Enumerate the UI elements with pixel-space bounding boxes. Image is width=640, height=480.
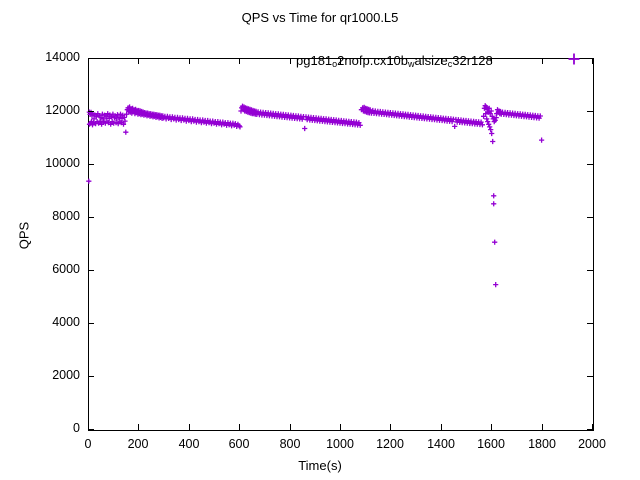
x-tick-mark: [239, 424, 240, 430]
x-tick-label: 1600: [477, 437, 505, 451]
y-tick-mark-right: [587, 323, 593, 324]
x-tick-label: 1000: [326, 437, 354, 451]
x-tick-mark-top: [390, 58, 391, 64]
y-tick-mark-right: [587, 164, 593, 165]
chart-title: QPS vs Time for qr1000.L5: [241, 10, 399, 25]
y-tick-mark: [88, 217, 94, 218]
x-tick-label: 400: [178, 437, 200, 451]
x-tick-mark-top: [542, 58, 543, 64]
y-tick-mark: [88, 323, 94, 324]
y-tick-label: 10000: [45, 156, 80, 170]
x-tick-mark: [88, 424, 89, 430]
legend-entry-label: pg181o2nofp.cx10bwalsizec32r128: [296, 52, 493, 69]
x-tick-label: 800: [279, 437, 301, 451]
y-tick-mark: [88, 270, 94, 271]
x-tick-mark: [189, 424, 190, 430]
y-tick-mark: [88, 111, 94, 112]
x-tick-mark-top: [340, 58, 341, 64]
x-tick-mark-top: [189, 58, 190, 64]
x-tick-mark-top: [592, 58, 593, 64]
x-tick-mark-top: [88, 58, 89, 64]
x-tick-label: 2000: [578, 437, 606, 451]
x-tick-mark-top: [239, 58, 240, 64]
y-tick-mark-right: [587, 429, 593, 430]
y-tick-mark-right: [587, 217, 593, 218]
y-tick-mark-right: [587, 111, 593, 112]
x-tick-mark: [390, 424, 391, 430]
x-tick-label: 200: [127, 437, 149, 451]
x-tick-mark-top: [441, 58, 442, 64]
x-tick-mark: [340, 424, 341, 430]
y-tick-mark-right: [587, 58, 593, 59]
y-tick-mark-right: [587, 376, 593, 377]
x-tick-mark: [491, 424, 492, 430]
x-tick-mark: [138, 424, 139, 430]
y-tick-mark: [88, 58, 94, 59]
y-tick-label: 8000: [52, 209, 80, 223]
x-tick-label: 600: [228, 437, 250, 451]
x-tick-mark-top: [290, 58, 291, 64]
x-tick-label: 0: [84, 437, 92, 451]
y-tick-mark: [88, 429, 94, 430]
y-tick-mark: [88, 376, 94, 377]
x-tick-mark: [290, 424, 291, 430]
y-tick-label: 12000: [45, 103, 80, 117]
y-tick-label: 2000: [52, 368, 80, 382]
x-tick-mark: [441, 424, 442, 430]
x-tick-label: 1800: [528, 437, 556, 451]
legend-marker-icon: [568, 53, 580, 65]
x-axis-label: Time(s): [298, 458, 342, 473]
x-tick-label: 1200: [376, 437, 404, 451]
plot-area-frame: [88, 58, 594, 431]
x-tick-mark-top: [491, 58, 492, 64]
y-tick-label: 14000: [45, 50, 80, 64]
y-tick-mark-right: [587, 270, 593, 271]
x-tick-mark: [542, 424, 543, 430]
x-tick-mark: [592, 424, 593, 430]
y-tick-mark: [88, 164, 94, 165]
y-tick-label: 0: [73, 421, 80, 435]
x-tick-label: 1400: [427, 437, 455, 451]
x-tick-mark-top: [138, 58, 139, 64]
y-tick-label: 6000: [52, 262, 80, 276]
y-tick-label: 4000: [52, 315, 80, 329]
legend: pg181o2nofp.cx10bwalsizec32r128: [296, 50, 493, 70]
